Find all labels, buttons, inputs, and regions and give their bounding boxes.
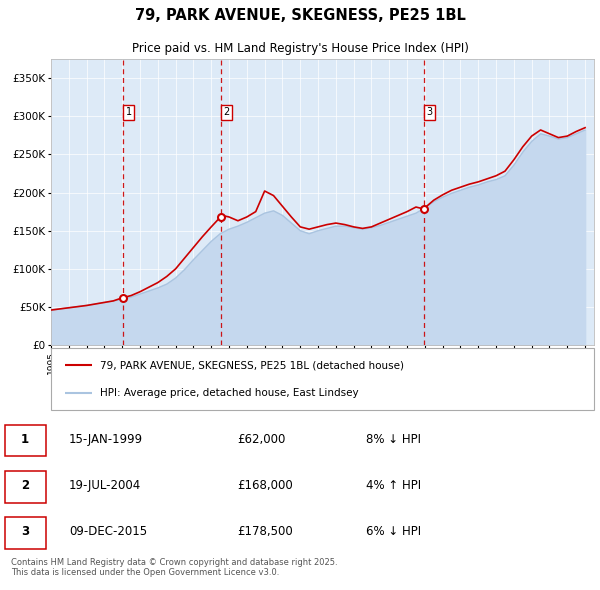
Text: 3: 3 <box>21 525 29 538</box>
Text: 2: 2 <box>224 107 230 117</box>
FancyBboxPatch shape <box>5 517 46 549</box>
Text: 8% ↓ HPI: 8% ↓ HPI <box>366 432 421 445</box>
Text: 4% ↑ HPI: 4% ↑ HPI <box>366 478 421 492</box>
Text: 19-JUL-2004: 19-JUL-2004 <box>69 478 141 492</box>
Text: 15-JAN-1999: 15-JAN-1999 <box>69 432 143 445</box>
Text: 79, PARK AVENUE, SKEGNESS, PE25 1BL (detached house): 79, PARK AVENUE, SKEGNESS, PE25 1BL (det… <box>100 360 404 371</box>
Text: £168,000: £168,000 <box>237 478 293 492</box>
Text: 6% ↓ HPI: 6% ↓ HPI <box>366 525 421 538</box>
Text: £62,000: £62,000 <box>237 432 286 445</box>
Text: 2: 2 <box>21 478 29 492</box>
Text: Contains HM Land Registry data © Crown copyright and database right 2025.
This d: Contains HM Land Registry data © Crown c… <box>11 558 337 577</box>
FancyBboxPatch shape <box>5 471 46 503</box>
Text: 3: 3 <box>426 107 433 117</box>
Text: 1: 1 <box>125 107 132 117</box>
Text: HPI: Average price, detached house, East Lindsey: HPI: Average price, detached house, East… <box>100 388 358 398</box>
FancyBboxPatch shape <box>5 425 46 457</box>
Text: Price paid vs. HM Land Registry's House Price Index (HPI): Price paid vs. HM Land Registry's House … <box>131 42 469 55</box>
Text: 79, PARK AVENUE, SKEGNESS, PE25 1BL: 79, PARK AVENUE, SKEGNESS, PE25 1BL <box>134 8 466 24</box>
FancyBboxPatch shape <box>51 348 594 410</box>
Text: 09-DEC-2015: 09-DEC-2015 <box>69 525 147 538</box>
Text: £178,500: £178,500 <box>237 525 293 538</box>
Text: 1: 1 <box>21 432 29 445</box>
